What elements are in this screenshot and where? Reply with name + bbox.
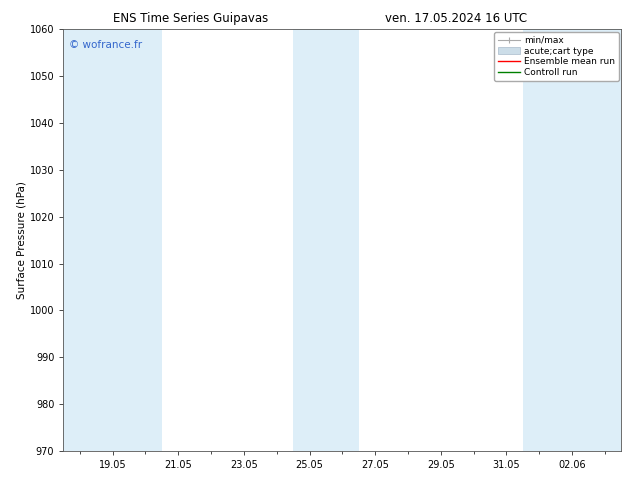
Y-axis label: Surface Pressure (hPa): Surface Pressure (hPa) xyxy=(17,181,27,299)
Bar xyxy=(63,29,129,451)
Bar xyxy=(293,29,359,451)
Legend: min/max, acute;cart type, Ensemble mean run, Controll run: min/max, acute;cart type, Ensemble mean … xyxy=(495,32,619,81)
Text: © wofrance.fr: © wofrance.fr xyxy=(69,40,142,50)
Bar xyxy=(129,29,162,451)
Text: ENS Time Series Guipavas: ENS Time Series Guipavas xyxy=(113,12,268,25)
Bar xyxy=(523,29,621,451)
Text: ven. 17.05.2024 16 UTC: ven. 17.05.2024 16 UTC xyxy=(385,12,527,25)
